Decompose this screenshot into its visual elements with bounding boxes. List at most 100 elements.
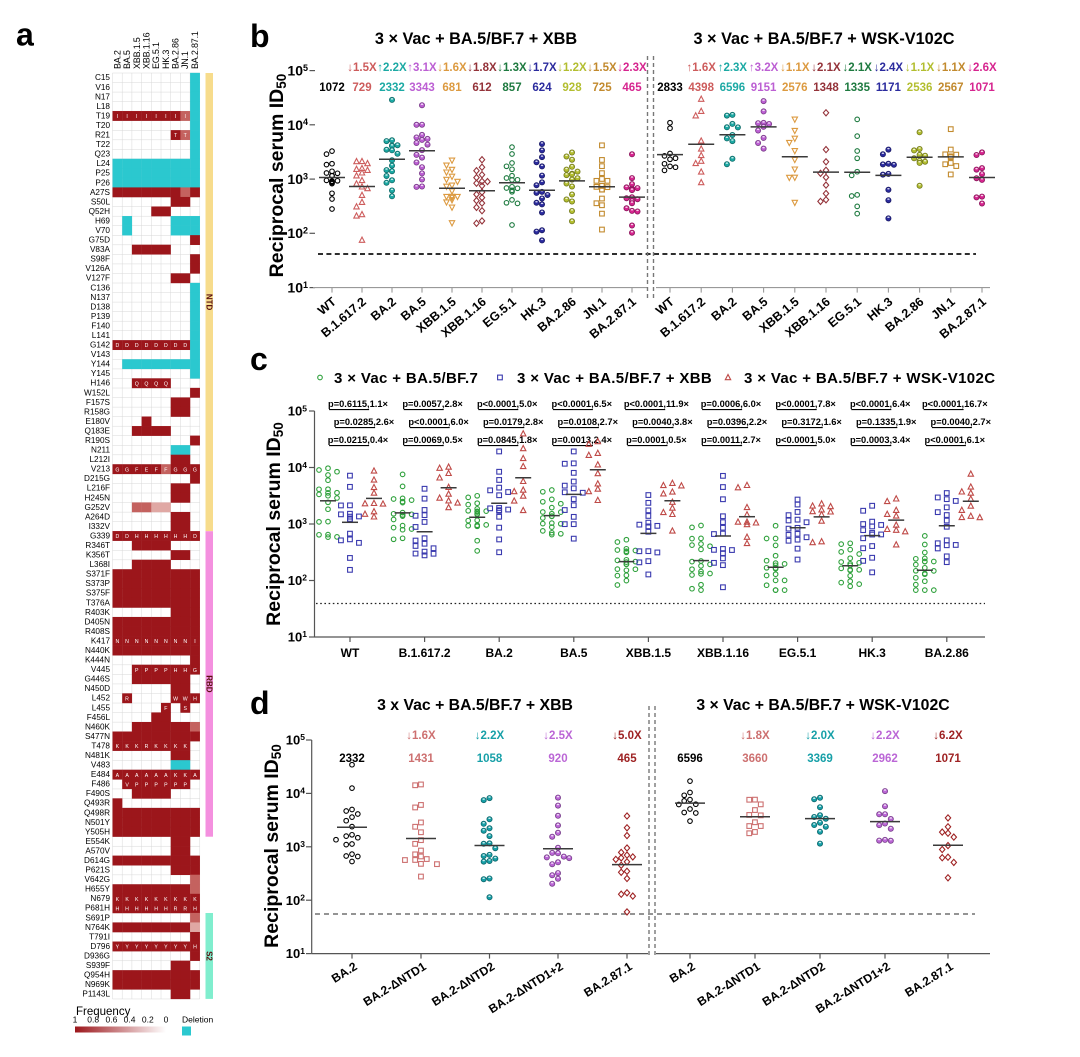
svg-text:102: 102 bbox=[287, 225, 308, 241]
svg-text:K: K bbox=[164, 744, 168, 750]
svg-text:↓6.2X: ↓6.2X bbox=[933, 730, 963, 742]
svg-text:D: D bbox=[164, 343, 168, 349]
svg-text:HK.3: HK.3 bbox=[859, 646, 887, 660]
svg-text:BA.2-ΔNTD2: BA.2-ΔNTD2 bbox=[429, 959, 497, 1009]
svg-text:p=0.0057,2.8×: p=0.0057,2.8× bbox=[402, 399, 463, 409]
svg-text:A: A bbox=[125, 773, 129, 779]
svg-text:N: N bbox=[183, 639, 187, 645]
svg-text:H146: H146 bbox=[90, 379, 110, 388]
svg-text:↓2.5X: ↓2.5X bbox=[543, 730, 573, 742]
svg-text:D138: D138 bbox=[90, 302, 110, 311]
svg-text:↓2.0X: ↓2.0X bbox=[805, 730, 835, 742]
svg-text:G: G bbox=[174, 467, 178, 473]
svg-text:H: H bbox=[193, 945, 197, 951]
svg-text:D614G: D614G bbox=[84, 856, 110, 865]
svg-text:2536: 2536 bbox=[907, 82, 933, 94]
svg-text:K: K bbox=[116, 897, 120, 903]
svg-text:p<0.0001,5.0×: p<0.0001,5.0× bbox=[477, 399, 538, 409]
svg-text:2962: 2962 bbox=[872, 753, 898, 765]
svg-text:P: P bbox=[164, 668, 168, 674]
svg-text:P: P bbox=[145, 782, 149, 788]
svg-text:G339: G339 bbox=[90, 532, 110, 541]
svg-text:K: K bbox=[174, 773, 178, 779]
svg-text:729: 729 bbox=[352, 82, 371, 94]
svg-text:I: I bbox=[136, 114, 137, 120]
svg-text:H: H bbox=[115, 906, 119, 912]
svg-text:R: R bbox=[174, 906, 178, 912]
svg-text:H: H bbox=[193, 906, 197, 912]
svg-text:0.8: 0.8 bbox=[87, 1015, 99, 1025]
svg-text:K: K bbox=[184, 897, 188, 903]
svg-text:N679: N679 bbox=[90, 894, 110, 903]
svg-text:4398: 4398 bbox=[688, 82, 714, 94]
svg-text:↓1.6X: ↓1.6X bbox=[406, 730, 436, 742]
svg-text:W: W bbox=[183, 696, 188, 702]
svg-text:3343: 3343 bbox=[409, 82, 435, 94]
svg-text:L18: L18 bbox=[96, 102, 110, 111]
svg-text:105: 105 bbox=[286, 732, 305, 747]
svg-text:c: c bbox=[250, 341, 268, 377]
svg-text:V483: V483 bbox=[91, 761, 111, 770]
svg-text:p=0.0006,6.0×: p=0.0006,6.0× bbox=[701, 399, 762, 409]
svg-text:Reciprocal serum ID50: Reciprocal serum ID50 bbox=[261, 744, 284, 948]
svg-text:R158G: R158G bbox=[84, 407, 110, 416]
svg-text:Q52H: Q52H bbox=[89, 207, 110, 216]
svg-text:3 x Vac + BA.5/BF.7 + XBB: 3 x Vac + BA.5/BF.7 + XBB bbox=[377, 697, 573, 714]
svg-text:G142: G142 bbox=[90, 341, 110, 350]
svg-text:0.2: 0.2 bbox=[142, 1015, 154, 1025]
svg-text:p<0.0001,11.9×: p<0.0001,11.9× bbox=[624, 399, 690, 409]
svg-text:104: 104 bbox=[286, 786, 305, 801]
svg-text:BA.2.86: BA.2.86 bbox=[925, 646, 969, 660]
svg-text:102: 102 bbox=[288, 573, 307, 588]
svg-text:T376A: T376A bbox=[86, 598, 111, 607]
svg-text:R403K: R403K bbox=[85, 608, 111, 617]
svg-text:H: H bbox=[145, 906, 149, 912]
svg-text:BA.2-ΔNTD1: BA.2-ΔNTD1 bbox=[361, 959, 429, 1009]
svg-text:BA.2-ΔNTD1+2: BA.2-ΔNTD1+2 bbox=[486, 959, 566, 1016]
svg-text:P1143L: P1143L bbox=[82, 990, 110, 999]
svg-text:p=0.0179,2.8×: p=0.0179,2.8× bbox=[483, 417, 544, 427]
svg-text:0.4: 0.4 bbox=[124, 1015, 136, 1025]
svg-text:A: A bbox=[154, 773, 158, 779]
svg-text:3 × Vac + BA.5/BF.7 + XBB: 3 × Vac + BA.5/BF.7 + XBB bbox=[517, 370, 712, 387]
svg-text:6596: 6596 bbox=[677, 753, 703, 765]
svg-text:A264D: A264D bbox=[85, 512, 110, 521]
svg-text:K: K bbox=[145, 897, 149, 903]
svg-text:p<0.0001,6.0×: p<0.0001,6.0× bbox=[408, 417, 469, 427]
svg-text:↑1.6X: ↑1.6X bbox=[686, 62, 716, 74]
svg-text:Reciprocal serum ID50: Reciprocal serum ID50 bbox=[263, 422, 286, 626]
svg-text:BA.2: BA.2 bbox=[709, 295, 740, 324]
svg-text:D: D bbox=[154, 343, 158, 349]
svg-text:1071: 1071 bbox=[969, 82, 995, 94]
svg-text:R21: R21 bbox=[95, 131, 110, 140]
svg-text:↓2.1X: ↓2.1X bbox=[842, 62, 872, 74]
svg-text:D405N: D405N bbox=[85, 617, 111, 626]
svg-text:N764K: N764K bbox=[85, 923, 111, 932]
svg-text:N17: N17 bbox=[95, 92, 110, 101]
svg-text:3 × Vac + BA.5/BF.7 + WSK-V102: 3 × Vac + BA.5/BF.7 + WSK-V102C bbox=[744, 370, 995, 387]
svg-text:Q: Q bbox=[154, 381, 158, 387]
svg-text:2567: 2567 bbox=[938, 82, 964, 94]
svg-text:612: 612 bbox=[472, 82, 491, 94]
svg-text:Y: Y bbox=[145, 945, 149, 951]
svg-text:V16: V16 bbox=[95, 83, 110, 92]
svg-text:1071: 1071 bbox=[935, 753, 961, 765]
svg-text:103: 103 bbox=[288, 516, 307, 531]
svg-text:I: I bbox=[194, 639, 195, 645]
svg-text:P: P bbox=[135, 782, 139, 788]
svg-text:p<0.0001,6.5×: p<0.0001,6.5× bbox=[552, 399, 613, 409]
svg-text:Y145: Y145 bbox=[91, 369, 111, 378]
svg-text:N: N bbox=[125, 639, 129, 645]
svg-text:H: H bbox=[193, 696, 197, 702]
svg-text:D: D bbox=[115, 343, 119, 349]
svg-text:R: R bbox=[145, 744, 149, 750]
svg-text:p=0.0215,0.4×: p=0.0215,0.4× bbox=[328, 435, 389, 445]
svg-text:BA.2: BA.2 bbox=[368, 295, 399, 324]
svg-text:↓1.7X: ↓1.7X bbox=[527, 62, 557, 74]
svg-text:H: H bbox=[164, 534, 168, 540]
svg-text:D: D bbox=[193, 534, 197, 540]
svg-text:G: G bbox=[125, 467, 129, 473]
svg-text:Y: Y bbox=[116, 945, 120, 951]
svg-text:T19: T19 bbox=[96, 111, 111, 120]
svg-text:N481K: N481K bbox=[85, 751, 111, 760]
